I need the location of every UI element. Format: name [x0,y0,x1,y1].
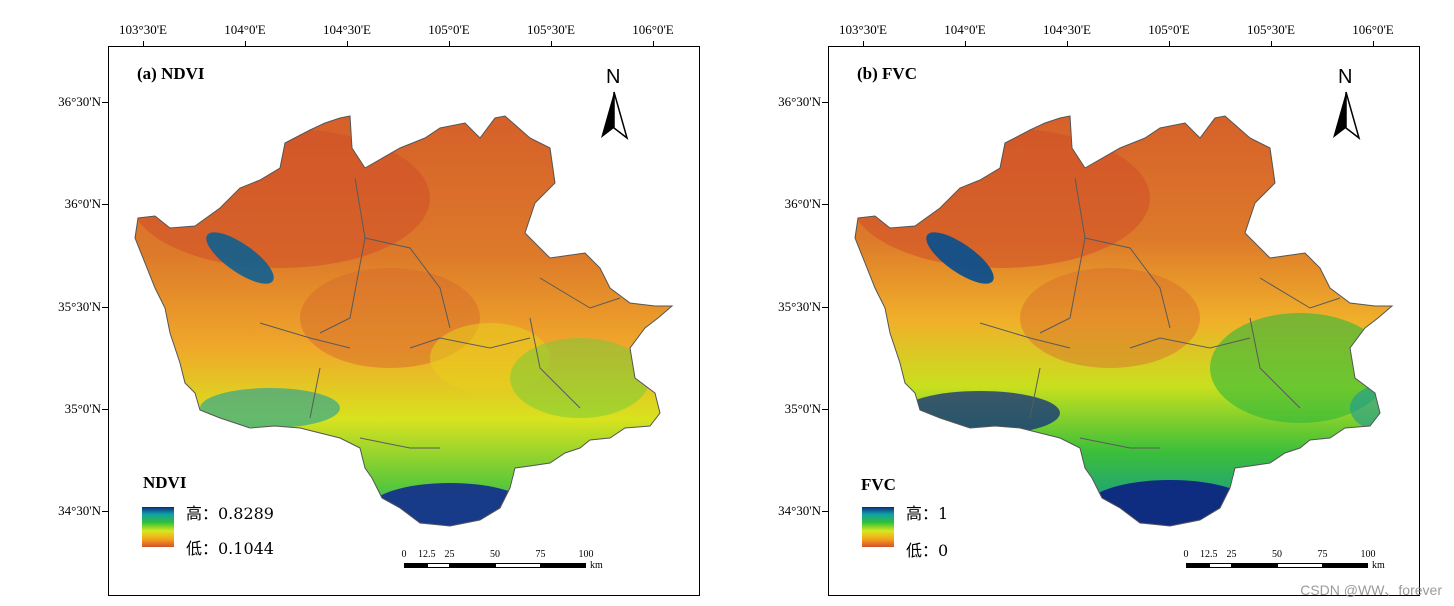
longitude-tick-mark [863,41,864,47]
scale-bar-segment [426,563,450,568]
longitude-tick-label: 103°30'E [119,22,167,37]
longitude-tick-label: 105°30'E [1247,22,1295,37]
county-boundaries [979,177,1341,449]
longitude-tick-label: 104°30'E [1043,22,1091,37]
north-arrow-icon [601,91,629,140]
scale-bar-label: 75 [535,549,546,560]
latitude-tick-label: 36°30'N [778,94,821,109]
scale-bar-segment [404,563,427,568]
north-label: N [1338,66,1353,88]
longitude-tick-label: 105°0'E [428,22,470,37]
latitude-tick-label: 34°30'N [778,503,821,518]
longitude-tick-mark [1271,41,1272,47]
legend-high-label: 高：0.8289 [186,504,274,523]
county-boundaries [259,177,621,449]
longitude-tick-label: 105°0'E [1148,22,1190,37]
legend-title: FVC [861,475,896,494]
scale-bar-label: 100 [1360,549,1376,560]
scale-bar-unit: km [1372,560,1385,571]
longitude-tick-mark [1169,41,1170,47]
longitude-tick-mark [551,41,552,47]
latitude-tick-mark [822,102,828,103]
longitude-tick-mark [1067,41,1068,47]
latitude-tick-mark [102,102,108,103]
scale-bar-segment [1231,563,1277,568]
scale-bar-label: 0 [1183,549,1189,560]
latitude-tick-label: 35°0'N [64,401,101,416]
legend-low-label: 低：0.1044 [186,539,274,558]
scale-bar-label: 12.5 [418,549,436,560]
scale-bar-segment [540,563,586,568]
latitude-tick-mark [102,204,108,205]
scale-bar-segment [1322,563,1368,568]
longitude-tick-label: 106°0'E [632,22,674,37]
fvc-map-panel: 103°30'E 104°0'E 104°30'E 105°0'E 105°30'E 10… [720,0,1420,606]
latitude-tick-mark [822,409,828,410]
scale-bar-label: 50 [1272,549,1282,560]
scale-bar-label: 100 [578,549,594,560]
region-outline [134,115,674,527]
longitude-tick-label: 104°30'E [323,22,371,37]
scale-bar-label: 50 [490,549,500,560]
latitude-tick-label: 35°30'N [778,299,821,314]
scale-bar: 0 12.5 25 50 75 100 km [401,549,614,573]
scale-bar: 0 12.5 25 50 75 100 km [1183,549,1396,573]
latitude-tick-mark [822,511,828,512]
panel-title: (a) NDVI [137,64,205,83]
north-label: N [606,66,621,88]
legend-title: NDVI [143,473,187,492]
latitude-tick-mark [102,409,108,410]
legend-color-ramp [142,507,174,547]
scale-bar-label: 12.5 [1200,549,1218,560]
longitude-tick-label: 103°30'E [839,22,887,37]
longitude-tick-mark [653,41,654,47]
latitude-tick-mark [102,511,108,512]
ndvi-raster-map [134,115,674,527]
scale-bar-segment [495,563,541,568]
panel-title: (b) FVC [857,64,917,83]
longitude-tick-mark [347,41,348,47]
longitude-tick-label: 106°0'E [1352,22,1394,37]
scale-bar-segment [1277,563,1323,568]
latitude-tick-mark [822,307,828,308]
scale-bar-unit: km [590,560,603,571]
latitude-tick-label: 36°30'N [58,94,101,109]
latitude-tick-label: 35°0'N [784,401,821,416]
north-arrow-icon [1333,91,1361,140]
longitude-tick-label: 104°0'E [944,22,986,37]
longitude-tick-label: 105°30'E [527,22,575,37]
legend-high-label: 高：1 [906,504,949,523]
longitude-tick-mark [143,41,144,47]
scale-bar-label: 0 [401,549,407,560]
latitude-tick-label: 36°0'N [784,196,821,211]
latitude-tick-label: 36°0'N [64,196,101,211]
latitude-tick-label: 34°30'N [58,503,101,518]
scale-bar-segment [449,563,495,568]
longitude-tick-mark [1373,41,1374,47]
latitude-tick-mark [822,204,828,205]
longitude-tick-mark [245,41,246,47]
latitude-tick-label: 35°30'N [58,299,101,314]
longitude-tick-mark [449,41,450,47]
scale-bar-label: 25 [1226,549,1237,560]
legend-low-label: 低：0 [906,541,949,560]
scale-bar-segment [1186,563,1209,568]
longitude-tick-mark [965,41,966,47]
scale-bar-label: 75 [1317,549,1328,560]
legend-color-ramp [862,507,894,547]
ndvi-map-panel: 103°30'E 104°0'E 104°30'E 105°0'E 105°30'E 10… [0,0,700,606]
scale-bar-segment [1208,563,1232,568]
longitude-tick-label: 104°0'E [224,22,266,37]
scale-bar-label: 25 [444,549,455,560]
watermark: CSDN @WW、forever [1300,582,1442,598]
region-outline [854,115,1394,527]
latitude-tick-mark [102,307,108,308]
fvc-raster-map [854,115,1394,527]
